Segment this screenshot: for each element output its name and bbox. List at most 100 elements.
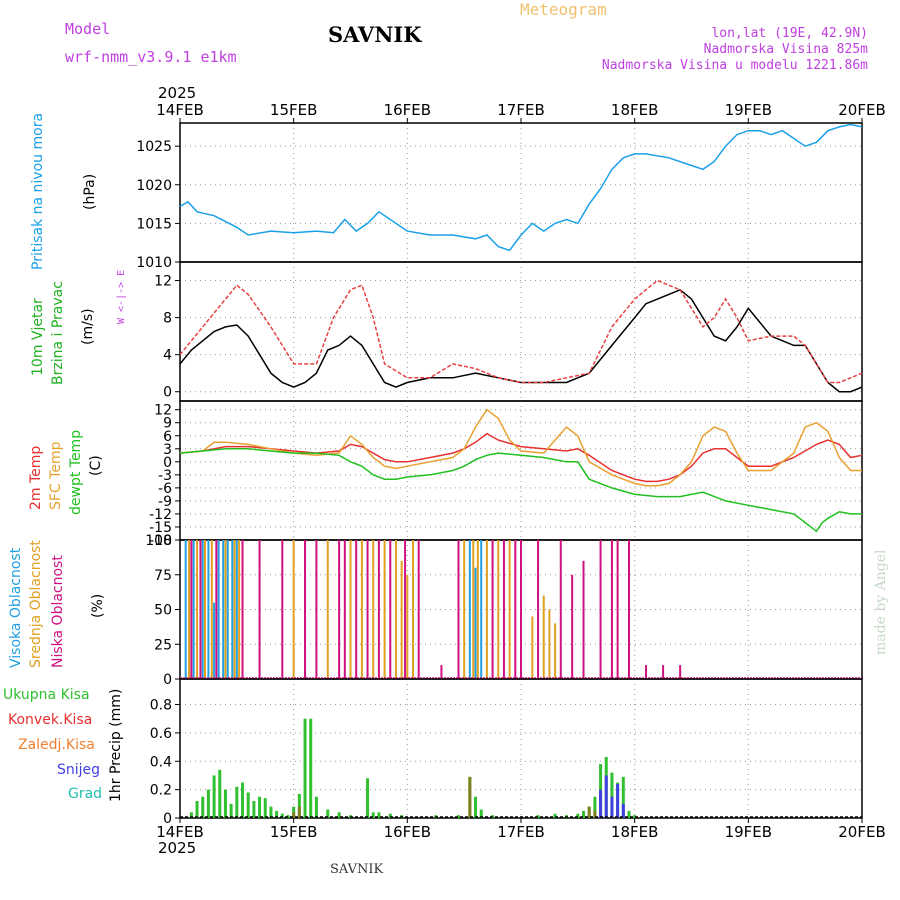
year-top: 2025 — [158, 84, 197, 102]
bar — [235, 540, 238, 679]
bar — [309, 718, 313, 818]
y-tick-label: 0.4 — [150, 754, 172, 770]
bar — [514, 540, 517, 679]
legend-snijeg: Snijeg — [57, 762, 101, 778]
bar — [554, 623, 557, 679]
bar — [360, 540, 363, 679]
y-tick-label: 4 — [163, 348, 172, 364]
y-tick-label: -18 — [149, 533, 172, 549]
year-bottom: 2025 — [158, 839, 197, 857]
x-tick-label: 17FEB — [497, 823, 544, 841]
y-tick-label: 8 — [163, 311, 172, 327]
bar — [326, 540, 329, 679]
x-tick-label: 20FEB — [838, 101, 885, 119]
bar — [474, 796, 478, 818]
bar — [553, 813, 557, 818]
bar — [337, 812, 341, 818]
y-tick-label: 6 — [163, 429, 172, 445]
bar — [468, 540, 471, 679]
bar — [366, 540, 369, 679]
bar — [610, 540, 613, 679]
y-tick-label: 12 — [154, 274, 172, 290]
y-tick-label: 25 — [154, 637, 172, 653]
bar — [531, 616, 534, 679]
chart-subtitle: Meteogram — [520, 0, 607, 19]
bar — [343, 540, 346, 679]
bar — [476, 540, 479, 679]
wind-gust-line — [179, 279, 863, 384]
bar — [582, 810, 586, 818]
bar — [400, 560, 403, 679]
bar — [394, 540, 397, 679]
bar — [662, 665, 665, 679]
bar — [621, 776, 625, 818]
bar — [582, 560, 585, 679]
bar — [304, 540, 307, 679]
bar — [355, 540, 358, 679]
bar — [593, 810, 597, 818]
bar — [389, 540, 392, 679]
bar — [258, 796, 262, 818]
bar — [383, 540, 386, 679]
bar — [207, 540, 210, 679]
x-tick-label: 15FEB — [270, 823, 317, 841]
bar — [472, 540, 475, 679]
bar — [190, 540, 193, 679]
bar — [224, 540, 227, 679]
bar — [201, 540, 204, 679]
y-tick-label: 1015 — [136, 216, 172, 232]
y-tick-label: 50 — [154, 603, 172, 619]
bar — [621, 803, 625, 818]
bar — [502, 540, 505, 679]
bar — [537, 540, 540, 679]
bar — [604, 775, 608, 818]
bar — [246, 792, 250, 818]
legend-ukupna: Ukupna Kisa — [3, 687, 90, 703]
bar — [645, 665, 648, 679]
x-tick-label: 15FEB — [270, 101, 317, 119]
bar — [238, 540, 241, 679]
bar — [292, 812, 296, 818]
bar — [223, 789, 227, 818]
bar — [627, 810, 631, 818]
y-tick-label: 1025 — [136, 139, 172, 155]
bar — [536, 815, 540, 818]
bar — [349, 540, 352, 679]
bar — [457, 540, 460, 679]
bar — [480, 540, 483, 679]
x-tick-label: 18FEB — [611, 101, 658, 119]
x-tick-label: 18FEB — [611, 823, 658, 841]
bar — [497, 540, 500, 679]
bar — [474, 567, 477, 679]
bar — [468, 776, 472, 818]
y-tick-label: 3 — [163, 442, 172, 458]
bar — [188, 540, 191, 679]
temp-line — [179, 408, 862, 487]
bar — [593, 796, 597, 818]
bar — [417, 540, 420, 679]
bar — [616, 783, 620, 818]
bar — [281, 540, 284, 679]
y-tick-label: -6 — [158, 481, 172, 497]
x-tick-label: 20FEB — [838, 823, 885, 841]
bar — [218, 769, 222, 818]
bar — [196, 540, 199, 679]
bar — [485, 540, 488, 679]
bar — [210, 540, 213, 679]
y-tick-label: 1020 — [136, 178, 172, 194]
bar — [222, 540, 225, 679]
bar — [184, 540, 187, 679]
model-elevation-label: Nadmorska Visina u modelu 1221.86m — [601, 58, 868, 73]
bar — [463, 540, 466, 679]
bar — [201, 796, 205, 818]
bar — [338, 540, 341, 679]
bar — [599, 789, 603, 818]
y-tick-label: -3 — [158, 468, 172, 484]
x-tick-label: 14FEB — [156, 101, 203, 119]
bar — [633, 815, 637, 818]
bar — [226, 540, 229, 679]
bar — [559, 540, 562, 679]
x-tick-label: 19FEB — [725, 101, 772, 119]
bar — [610, 796, 614, 818]
